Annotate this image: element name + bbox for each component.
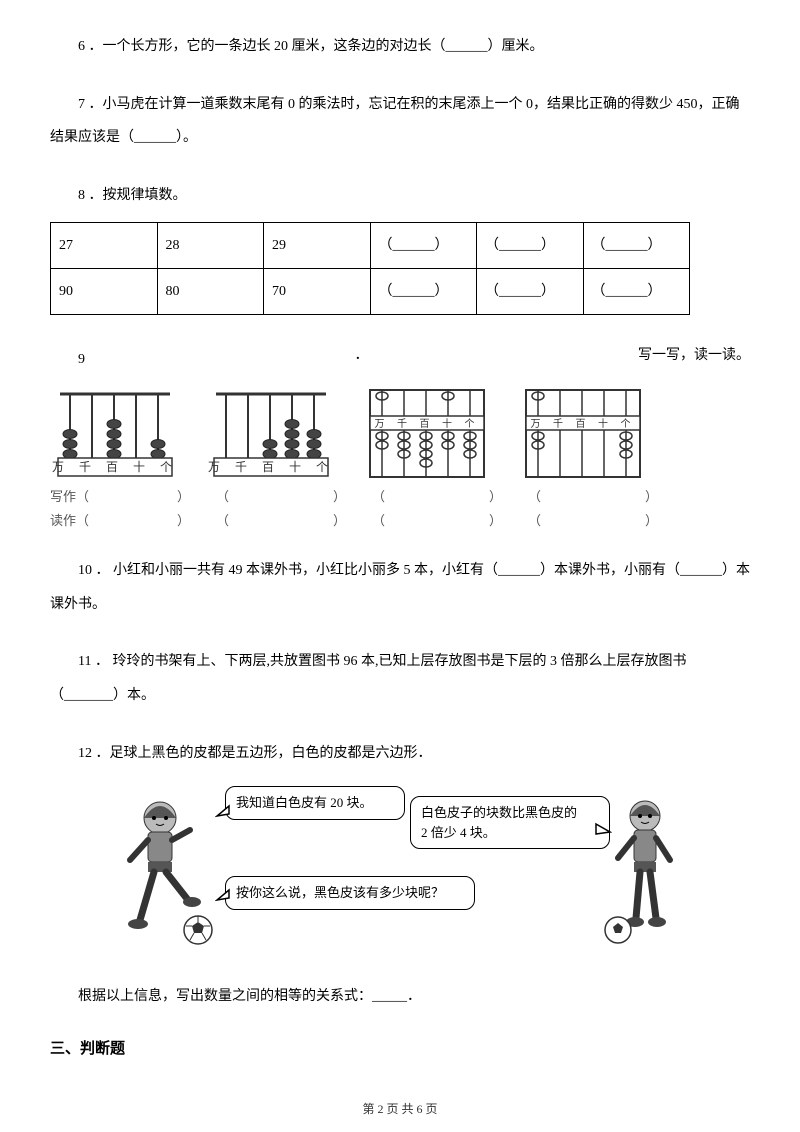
table-row: 27 28 29 （______） （______） （______）	[51, 223, 690, 269]
table-cell: 27	[51, 223, 158, 269]
section-3-heading: 三、判断题	[50, 1038, 750, 1061]
paren-open: （	[216, 487, 229, 507]
paren-close: ）	[645, 511, 658, 531]
read-label: 读作（	[50, 511, 89, 531]
svg-text:万 千 百 十 个: 万 千 百 十 个	[375, 417, 480, 430]
table-cell: （______）	[477, 223, 584, 269]
write-row: 写作（ ） （ ） （ ） （ ）	[50, 487, 750, 507]
paren-close: ）	[333, 487, 346, 507]
bubble-tail-icon	[215, 888, 235, 908]
abacus-icon: 万 千 百 十 个	[362, 386, 492, 481]
paren-open: （	[216, 511, 229, 531]
paren-close: ）	[177, 511, 190, 531]
q10-text: 10 ． 小红和小丽一共有 49 本课外书，小红比小丽多 5 本，小红有（___…	[50, 554, 750, 621]
abacus-icon: 万 千 百 十 个	[50, 386, 180, 481]
pattern-table: 27 28 29 （______） （______） （______） 90 8…	[50, 222, 690, 315]
speech-bubble-2: 白色皮子的块数比黑色皮的 2 倍少 4 块。	[410, 796, 610, 849]
q12-text: 12 ．足球上黑色的皮都是五边形，白色的皮都是六边形．	[50, 737, 750, 771]
table-cell: （______）	[477, 269, 584, 315]
cartoon-box: 我知道白色皮有 20 块。 白色皮子的块数比黑色皮的 2 倍少 4 块。 按你这…	[120, 780, 680, 960]
table-cell: 29	[264, 223, 371, 269]
page-footer: 第 2 页 共 6 页	[0, 1100, 800, 1118]
table-cell: 70	[264, 269, 371, 315]
q12-tail: 根据以上信息，写出数量之间的相等的关系式：_____．	[50, 980, 750, 1014]
q8-label: 8 ．按规律填数。	[50, 179, 750, 213]
table-cell: 80	[157, 269, 264, 315]
q9-dot: ．	[85, 345, 638, 376]
paren-open: （	[372, 487, 385, 507]
child-left-icon	[110, 790, 220, 960]
table-cell: （______）	[370, 223, 477, 269]
table-cell: （______）	[583, 269, 690, 315]
q11-text: 11 ． 玲玲的书架有上、下两层,共放置图书 96 本,已知上层存放图书是下层的…	[50, 645, 750, 712]
paren-close: ）	[645, 487, 658, 507]
bubble-tail-icon	[592, 822, 612, 842]
paren-close: ）	[489, 487, 502, 507]
table-cell: （______）	[583, 223, 690, 269]
abacus-row: 万 千 百 十 个万 千 百 十 个万 千 百 十 个万 千 百 十 个	[50, 386, 750, 481]
write-label: 写作（	[50, 487, 89, 507]
svg-text:万 千 百 十 个: 万 千 百 十 个	[531, 417, 636, 430]
q7-text: 7 ．小马虎在计算一道乘数末尾有 0 的乘法时，忘记在积的末尾添上一个 0，结果…	[50, 88, 750, 155]
speech-bubble-3: 按你这么说，黑色皮该有多少块呢？	[225, 876, 475, 910]
svg-text:万 千 百 十 个: 万 千 百 十 个	[52, 460, 178, 474]
q9-num: 9	[50, 345, 85, 376]
child-right-icon	[600, 790, 690, 960]
paren-close: ）	[177, 487, 190, 507]
paren-open: （	[372, 511, 385, 531]
paren-open: （	[528, 487, 541, 507]
table-row: 90 80 70 （______） （______） （______）	[51, 269, 690, 315]
bubble-tail-icon	[215, 804, 235, 824]
read-row: 读作（ ） （ ） （ ） （ ）	[50, 511, 750, 531]
table-cell: 90	[51, 269, 158, 315]
abacus-icon: 万 千 百 十 个	[206, 386, 336, 481]
table-cell: （______）	[370, 269, 477, 315]
speech-bubble-1: 我知道白色皮有 20 块。	[225, 786, 405, 820]
svg-text:万 千 百 十 个: 万 千 百 十 个	[208, 460, 334, 474]
q6-text: 6 ．一个长方形，它的一条边长 20 厘米，这条边的对边长（______）厘米。	[50, 30, 750, 64]
paren-close: ）	[333, 511, 346, 531]
abacus-icon: 万 千 百 十 个	[518, 386, 648, 481]
table-cell: 28	[157, 223, 264, 269]
q9-instruction: 写一写，读一读。	[638, 345, 750, 376]
paren-open: （	[528, 511, 541, 531]
paren-close: ）	[489, 511, 502, 531]
